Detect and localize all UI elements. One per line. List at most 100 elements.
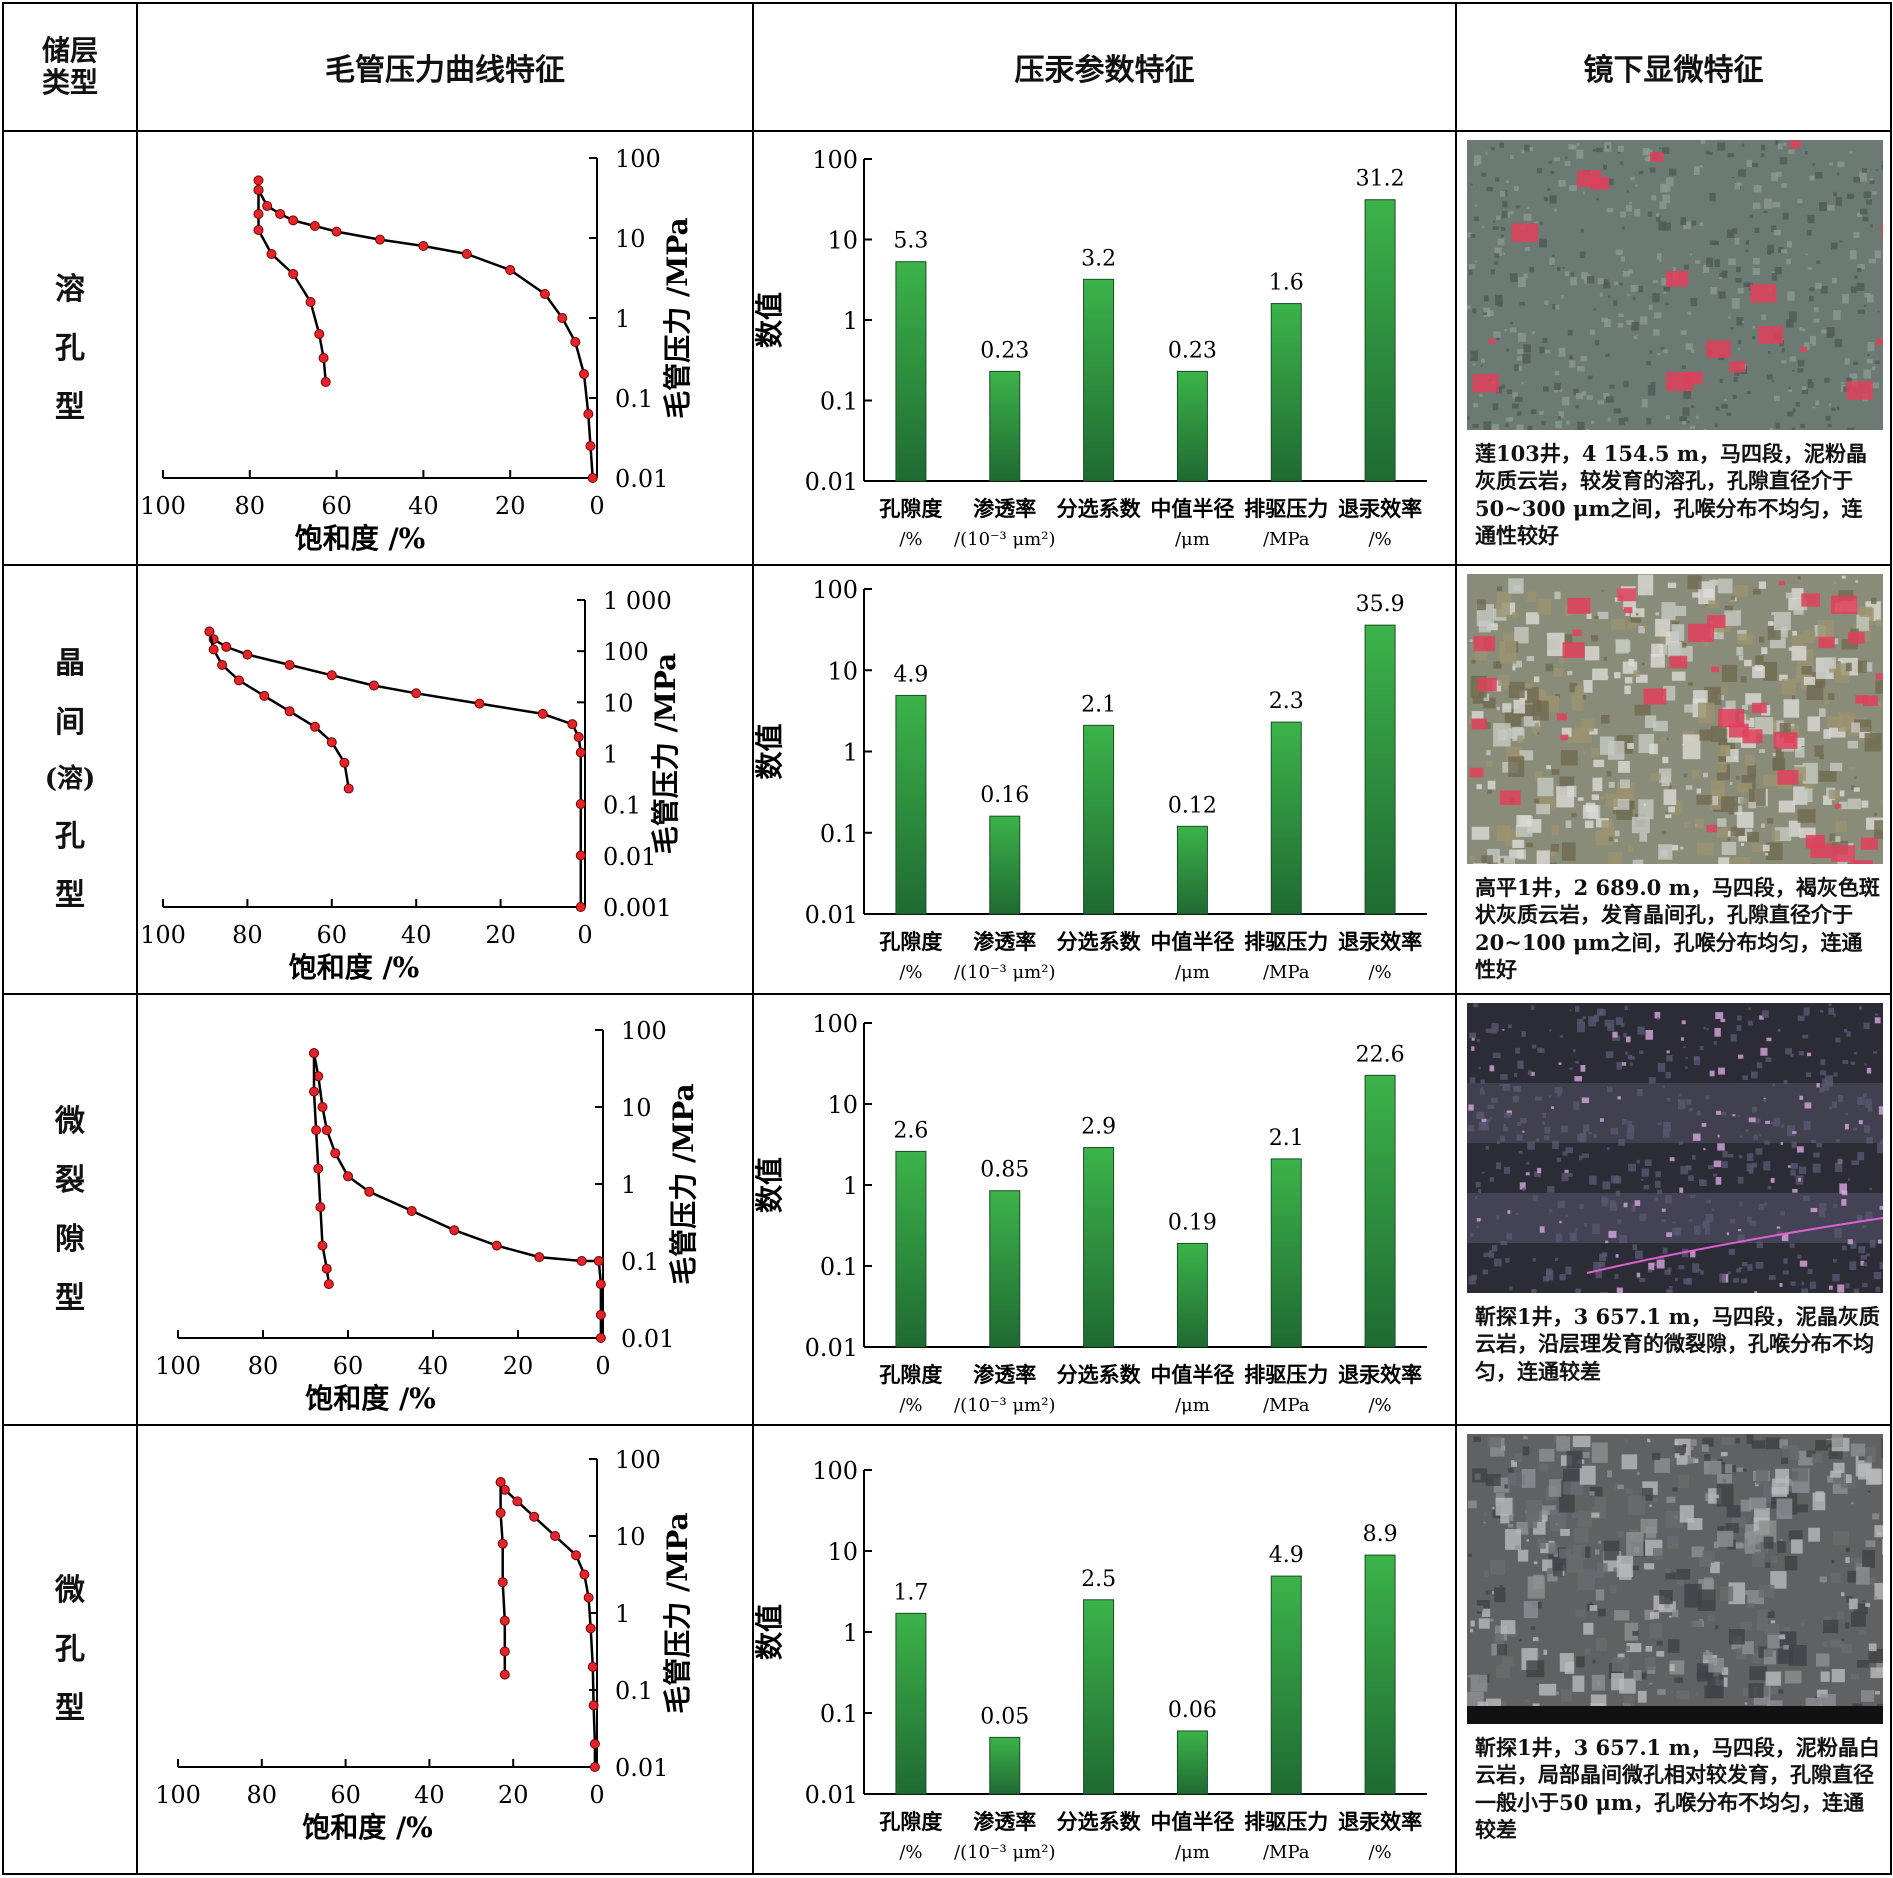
curve-point [573, 732, 584, 743]
bar-value-label: 22.6 [1356, 1042, 1405, 1067]
x-tick-label: 60 [317, 921, 348, 949]
extrusion-curve [208, 631, 350, 789]
curve-point [309, 721, 320, 732]
curve-point [497, 1577, 508, 1588]
micrograph-image [1467, 1434, 1883, 1724]
reservoir-row: 溶孔型 100 80 60 40 20 0 100 10 1 0.1 0.01 饱和度 /% 毛管压力 /… [2, 130, 1892, 566]
curve-point [587, 1661, 598, 1672]
curve-point [217, 659, 228, 670]
curve-point [557, 313, 568, 323]
y-tick-label: 100 [603, 638, 649, 666]
capillary-curve-chart: 100 80 60 40 20 0 1 000 100 10 1 0.1 0.01 0.001 饱和度 /… [140, 587, 682, 984]
capillary-curve-chart: 100 80 60 40 20 0 100 10 1 0.1 0.01 饱和度 /% 毛管压力 /MPa [155, 1446, 694, 1844]
param-unit-label: /% [1368, 1395, 1391, 1416]
curve-point [571, 1550, 582, 1561]
y-tick-label: 0.1 [615, 1677, 653, 1705]
curve-point [537, 708, 548, 719]
bar-value-label: 0.23 [1168, 338, 1217, 363]
curve-point [499, 1615, 510, 1626]
curve-point [221, 641, 232, 652]
curve-point [499, 1646, 510, 1657]
param-name-label: 渗透率 [973, 929, 1036, 954]
bar [1176, 1242, 1208, 1348]
param-unit-label: /% [1368, 1842, 1391, 1863]
param-name-label: 中值半径 [1150, 496, 1234, 521]
bar [1083, 724, 1115, 915]
capillary-curve-chart: 100 80 60 40 20 0 100 10 1 0.1 0.01 饱和度 /% 毛管压力 /MPa [140, 145, 694, 555]
curve-point [284, 659, 295, 670]
curve-point [593, 1256, 604, 1266]
curve-point [589, 1738, 600, 1749]
param-unit-label: /% [899, 962, 922, 983]
bar-value-label: 2.1 [1269, 1126, 1304, 1151]
bar [989, 1736, 1021, 1795]
curve-point [587, 473, 598, 483]
curve-point [585, 441, 596, 451]
curve-point [567, 719, 578, 730]
curve-point [512, 1496, 523, 1507]
curve-point [406, 1205, 417, 1216]
bar [895, 1612, 927, 1795]
curve-point [233, 675, 244, 686]
curve-point [495, 1477, 506, 1488]
curve-point [589, 1762, 600, 1772]
microscopic-cell: 靳探1井，3 657.1 m，马四段，泥晶灰质云岩，沿层理发育的微裂隙，孔喉分布… [1455, 993, 1892, 1426]
param-unit-label: /MPa [1263, 962, 1310, 983]
curve-point [491, 1240, 502, 1251]
param-name-label: 渗透率 [973, 496, 1036, 521]
bar [1364, 199, 1396, 482]
y-tick-label: 0.01 [603, 843, 656, 871]
bar-y-tick-label: 0.1 [820, 1700, 858, 1728]
x-tick-label: 40 [414, 1781, 445, 1809]
curve-point [318, 353, 329, 363]
curve-point [309, 221, 320, 231]
microscopic-cell: 高平1井，2 689.0 m，马四段，褐灰色斑状灰质云岩，发育晶间孔，孔隙直径介… [1455, 564, 1892, 995]
bar-value-label: 0.05 [980, 1704, 1029, 1729]
curve-point [570, 337, 581, 347]
y-tick-label: 1 [621, 1171, 636, 1199]
curve-point [339, 757, 350, 768]
curve-point [461, 249, 472, 259]
curve-point [266, 249, 277, 259]
y-axis-label: 毛管压力 /MPa [661, 217, 694, 418]
param-unit-label: /(10⁻³ μm²) [954, 962, 1055, 983]
mercury-param-chart: 100 10 1 0.1 0.01 数值 2.6 孔隙度 /% 0.85 渗透率 /(10⁻³ μm²… [754, 1010, 1427, 1416]
param-name-label: 排驱压力 [1244, 496, 1328, 521]
curve-point [315, 1202, 326, 1213]
param-unit-label: /MPa [1263, 529, 1310, 550]
bar-y-tick-label: 10 [827, 1091, 858, 1119]
reservoir-type-char: 微 [55, 1103, 85, 1139]
curve-point [204, 626, 215, 637]
curve-point [583, 1592, 594, 1603]
param-name-label: 渗透率 [973, 1809, 1036, 1834]
y-tick-label: 0.1 [603, 792, 641, 820]
y-axis-label: 毛管压力 /MPa [649, 653, 682, 854]
reservoir-type-char: 隙 [55, 1221, 85, 1257]
x-tick-label: 60 [330, 1781, 361, 1809]
x-axis-label: 饱和度 /% [305, 1382, 436, 1415]
y-tick-label: 0.01 [615, 1754, 668, 1782]
curve-point [375, 234, 385, 245]
curve-point [474, 698, 485, 709]
bar [1083, 1147, 1115, 1348]
bar-value-label: 2.5 [1081, 1567, 1116, 1592]
curve-point [497, 1538, 508, 1549]
reservoir-type-char: 型 [55, 1280, 85, 1316]
bar [1270, 303, 1302, 482]
param-name-label: 孔隙度 [879, 929, 942, 954]
micrograph-caption: 高平1井，2 689.0 m，马四段，褐灰色斑状灰质云岩，发育晶间孔，孔隙直径介… [1475, 875, 1880, 982]
x-tick-label: 0 [589, 492, 604, 520]
curve-point [314, 329, 325, 339]
curve-point [262, 201, 273, 211]
bar-y-tick-label: 0.1 [820, 388, 858, 416]
curve-point [331, 226, 342, 237]
x-tick-label: 40 [408, 492, 439, 520]
y-axis-label: 毛管压力 /MPa [667, 1083, 700, 1284]
param-name-label: 渗透率 [973, 1362, 1036, 1387]
bar [1083, 278, 1115, 482]
curve-point [253, 209, 264, 219]
curve-point [364, 1186, 375, 1197]
bar-value-label: 0.19 [1168, 1210, 1217, 1235]
mercury-param-cell: 100 10 1 0.1 0.01 数值 5.3 孔隙度 /% 0.23 渗透率 /(10⁻³ μm²… [752, 130, 1457, 566]
reservoir-type-cell: 晶间 (溶) 孔型 [2, 564, 138, 995]
